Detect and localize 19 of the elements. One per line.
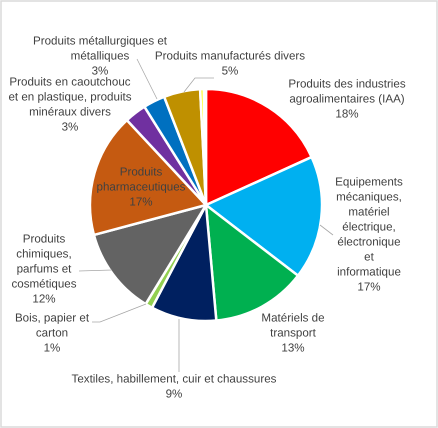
data-label: 3% bbox=[62, 120, 78, 134]
data-label: 5% bbox=[222, 64, 238, 78]
slice-label: Textiles, habillement, cuir et chaussures bbox=[72, 372, 277, 386]
slice-label: Produits des industries agroalimentaires (IAA) bbox=[288, 78, 406, 106]
slice-label: Bois, papier et carton bbox=[14, 312, 90, 340]
data-label: 18% bbox=[335, 108, 359, 120]
slice-label: Produits manufacturés divers bbox=[154, 50, 306, 62]
slice-label: Equipements mécaniques, matériel électrique, électronique et informatique bbox=[335, 176, 404, 278]
data-label: 1% bbox=[44, 342, 60, 354]
data-label: 17% bbox=[129, 196, 153, 208]
slice-label: Matériels de transport bbox=[261, 312, 325, 340]
data-label: 12% bbox=[32, 292, 56, 306]
slice-label: Produits en caoutchouc et en plastique, produits minéraux divers bbox=[8, 76, 132, 118]
slice-label: Produits chimiques, parfums et cosmétiques bbox=[11, 232, 77, 290]
slice-label: Produits pharmaceutiques bbox=[96, 166, 186, 194]
data-label: 9% bbox=[166, 388, 182, 400]
data-label: 13% bbox=[281, 342, 305, 354]
data-label: 17% bbox=[357, 280, 381, 294]
data-label: 3% bbox=[92, 64, 108, 78]
